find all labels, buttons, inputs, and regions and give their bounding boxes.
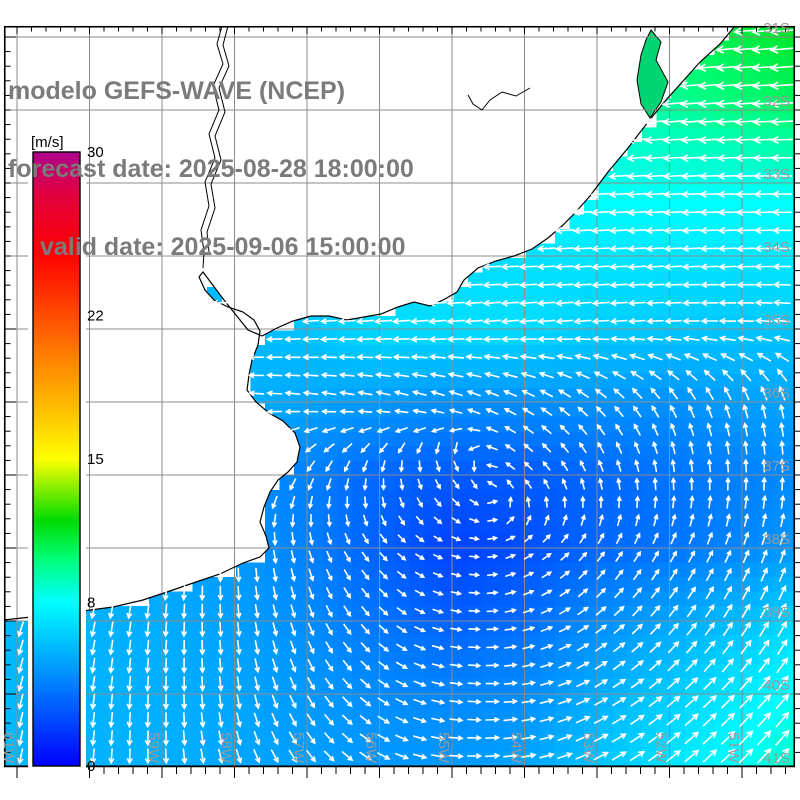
lon-label: 54W (508, 732, 525, 764)
direction-arrows (17, 27, 795, 765)
lon-label: 51W (725, 732, 742, 764)
lat-label: 35S (763, 312, 790, 329)
lat-label: 37S (763, 458, 790, 475)
colorbar: [m/s] 30 22 15 8 0 (28, 123, 104, 775)
lat-label: 32S (763, 93, 790, 110)
lat-label: 40S (763, 677, 790, 694)
land-area (4, 26, 735, 620)
lat-label: 39S (763, 604, 790, 621)
axis-ticks (4, 26, 800, 778)
colorbar-unit-label: [m/s] (31, 134, 64, 151)
colorbar-tick-label: 0 (87, 758, 95, 775)
lon-label: 52W (653, 732, 670, 764)
lon-label: 57W (290, 732, 307, 764)
colorbar-tick-label: 30 (87, 144, 104, 161)
colorbar-tick-label: 15 (87, 451, 104, 468)
lat-label: 31S (763, 20, 790, 37)
lon-label: 55W (435, 732, 452, 764)
colorbar-tick-label: 22 (87, 308, 104, 325)
lat-label: 33S (763, 166, 790, 183)
lat-label: 38S (763, 531, 790, 548)
coastline (3, 25, 736, 621)
lon-label: 59W (145, 732, 162, 764)
lon-label: 53W (580, 732, 597, 764)
lat-label: 36S (763, 385, 790, 402)
lon-label: 56W (363, 732, 380, 764)
river-line (206, 25, 230, 253)
lat-label: 41S (763, 750, 790, 767)
map-border (3, 25, 796, 768)
graticule-grid (4, 26, 795, 768)
lat-label: 34S (763, 239, 790, 256)
axis-labels: 61W60W59W58W57W56W55W54W53W52W51W31S32S3… (0, 20, 790, 767)
river-line (200, 25, 224, 269)
colorbar-gradient-bar (32, 151, 81, 767)
colorbar-tick-label: 8 (87, 594, 95, 611)
lon-label: 61W (0, 732, 17, 764)
coastal-lagoon (636, 29, 669, 119)
lon-label: 58W (218, 732, 235, 764)
river-line (467, 87, 531, 111)
